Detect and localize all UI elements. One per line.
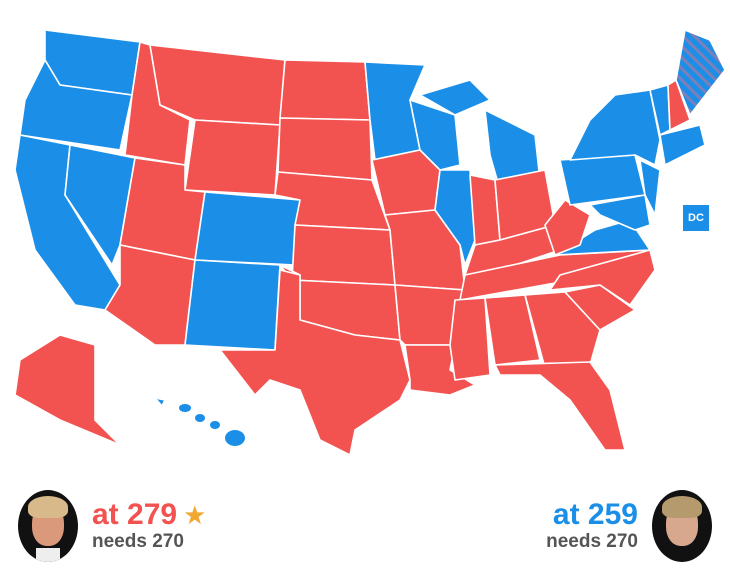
- state-il[interactable]: [434, 169, 476, 266]
- trump-electoral-votes: at 279: [92, 498, 178, 531]
- state-ms[interactable]: [449, 297, 491, 381]
- state-nv[interactable]: [64, 144, 136, 266]
- state-md[interactable]: [589, 194, 651, 231]
- state-mi_up[interactable]: [419, 79, 491, 116]
- state-wv[interactable]: [544, 199, 591, 256]
- state-ak[interactable]: [14, 334, 121, 446]
- star-icon: ★: [183, 500, 207, 530]
- state-ne3[interactable]: [659, 124, 706, 166]
- state-or[interactable]: [19, 59, 133, 151]
- state-hi[interactable]: [154, 397, 166, 407]
- trump-needs: needs 270: [92, 531, 184, 552]
- state-hi-island[interactable]: [225, 430, 245, 446]
- us-electoral-map: [14, 29, 726, 456]
- state-ga[interactable]: [524, 291, 601, 369]
- state-al[interactable]: [484, 294, 541, 366]
- state-nj[interactable]: [639, 159, 661, 216]
- clinton-tally: at 259 needs 270: [546, 490, 712, 562]
- state-tx[interactable]: [219, 269, 411, 456]
- state-hi-island[interactable]: [210, 421, 220, 429]
- state-fl[interactable]: [494, 361, 626, 451]
- state-nh[interactable]: [667, 79, 691, 131]
- state-sc[interactable]: [564, 284, 636, 331]
- clinton-photo: [652, 490, 712, 562]
- state-nm[interactable]: [184, 259, 281, 351]
- state-hi-island[interactable]: [195, 414, 205, 422]
- state-ny[interactable]: [569, 89, 661, 166]
- clinton-electoral-votes: at 259: [552, 498, 638, 531]
- dc-marker[interactable]: DC: [683, 205, 709, 231]
- state-nd[interactable]: [279, 59, 371, 121]
- clinton-needs: needs 270: [546, 531, 638, 552]
- state-az[interactable]: [104, 244, 196, 346]
- state-me[interactable]: [675, 29, 726, 116]
- state-co[interactable]: [194, 191, 301, 266]
- state-wi[interactable]: [409, 99, 461, 171]
- trump-tally: at 279 ★ needs 270: [18, 490, 206, 562]
- state-hi-island[interactable]: [179, 404, 191, 412]
- state-ks[interactable]: [291, 224, 396, 286]
- state-wy[interactable]: [184, 119, 281, 196]
- state-sd[interactable]: [277, 117, 373, 181]
- trump-photo: [18, 490, 78, 562]
